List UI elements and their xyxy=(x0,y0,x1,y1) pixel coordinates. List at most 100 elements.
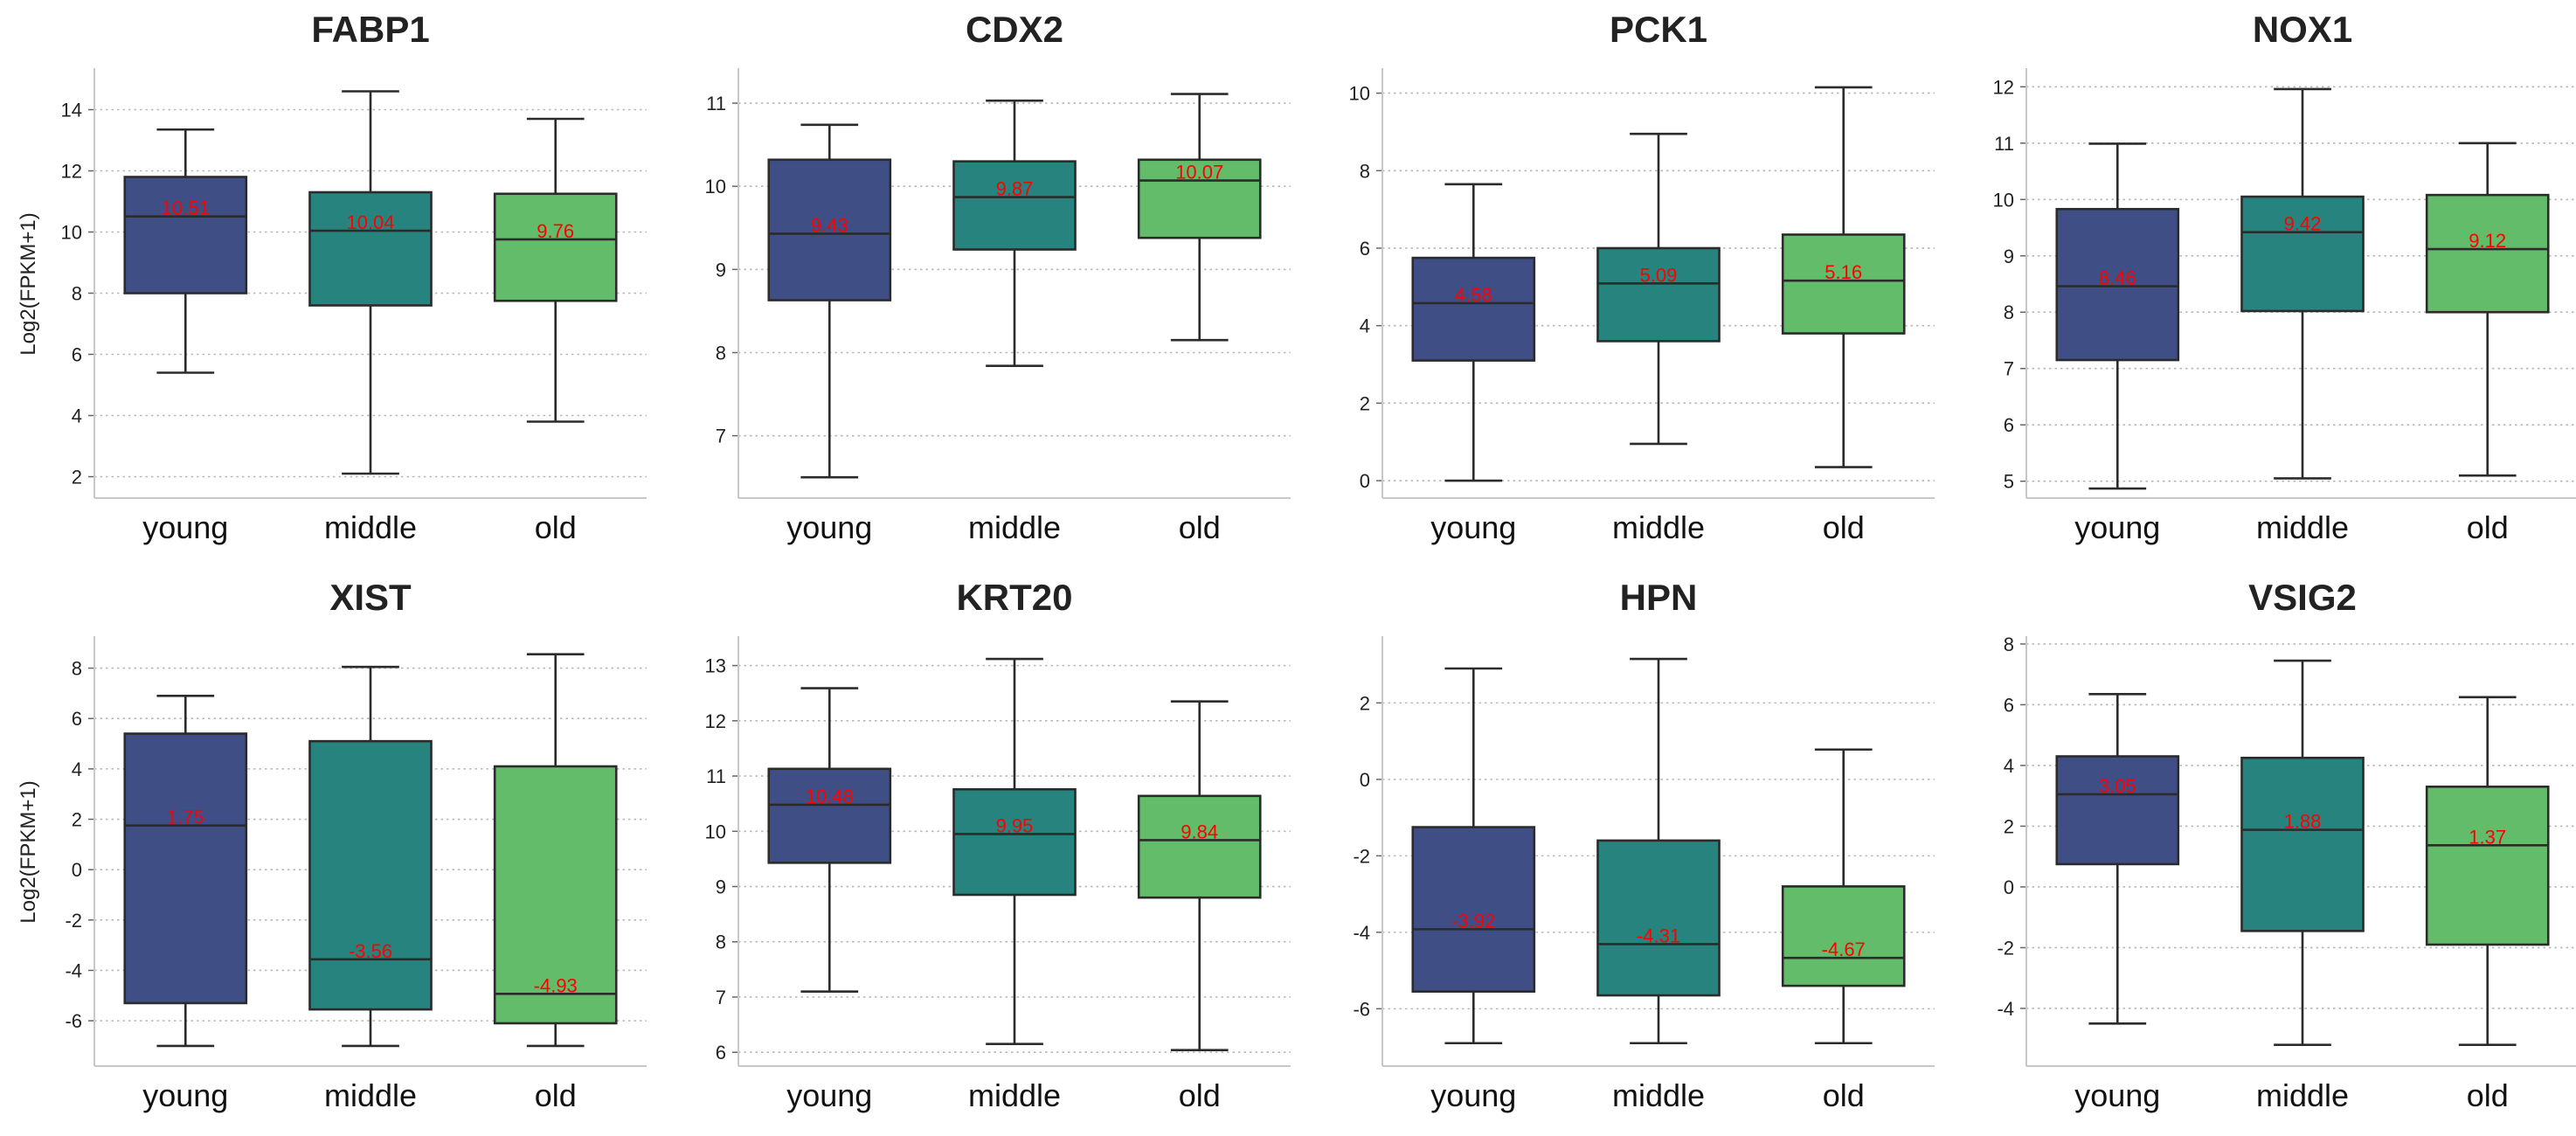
box-body xyxy=(1781,233,1906,335)
y-axis-label: Log2(FPKM+1) xyxy=(17,212,40,355)
chart-title: FABP1 xyxy=(311,9,429,50)
x-category-label: young xyxy=(2074,509,2160,545)
chart-title: NOX1 xyxy=(2253,9,2352,50)
box-middle: 9.95 xyxy=(952,657,1077,1046)
x-category-label: old xyxy=(1179,509,1221,545)
y-tick-label: 0 xyxy=(1360,470,1370,492)
y-tick-label: 8 xyxy=(72,283,82,305)
median-label: -4.67 xyxy=(1822,939,1866,960)
y-tick-label: 2 xyxy=(72,809,82,831)
box-old: 5.16 xyxy=(1781,86,1906,468)
chart-svg-hpn: HPN -6 -4 -2 0 2 -3.92 young -4.31 middle -4.67 old xyxy=(1353,577,1935,1113)
box-body xyxy=(767,767,892,864)
x-category-label: old xyxy=(2467,1077,2509,1113)
box-old: 9.84 xyxy=(1137,700,1262,1051)
box-middle: 5.09 xyxy=(1596,132,1721,446)
x-category-label: young xyxy=(1430,1077,1516,1113)
median-label: -4.93 xyxy=(534,974,578,996)
box-young: 3.05 xyxy=(2055,692,2180,1025)
x-category-label: young xyxy=(786,1077,872,1113)
median-label: 5.09 xyxy=(1640,264,1678,286)
x-category-label: middle xyxy=(1612,509,1705,545)
box-body xyxy=(123,732,248,1005)
y-tick-label: 4 xyxy=(72,405,82,427)
median-label: 1.88 xyxy=(2284,811,2322,833)
y-tick-label: 11 xyxy=(706,765,726,787)
median-label: 4.58 xyxy=(1455,284,1492,306)
y-tick-label: 8 xyxy=(2004,634,2014,655)
y-tick-label: 6 xyxy=(2004,414,2014,436)
x-category-label: old xyxy=(535,509,577,545)
y-tick-label: 10 xyxy=(705,821,726,842)
box-body xyxy=(2425,193,2550,314)
chart-panel-vsig2: VSIG2 -4 -2 0 2 4 6 8 3.05 young 1.88 middle 1.37 old xyxy=(1932,568,2576,1136)
box-body xyxy=(2425,785,2550,946)
y-tick-label: -4 xyxy=(1997,998,2014,1020)
y-tick-label: 2 xyxy=(1360,392,1370,414)
box-middle: 10.04 xyxy=(308,90,433,475)
chart-svg-fabp1: FABP1 2 4 6 8 10 12 14 Log2(FPKM+1) 10.51 young 10.… xyxy=(17,9,647,545)
y-tick-label: -2 xyxy=(65,910,82,932)
box-body xyxy=(1596,839,1721,997)
y-tick-label: 0 xyxy=(2004,876,2014,898)
box-middle: 9.87 xyxy=(952,99,1077,368)
y-tick-label: -2 xyxy=(1353,845,1370,867)
y-tick-label: 8 xyxy=(2004,301,2014,323)
median-label: -3.56 xyxy=(349,940,392,962)
median-label: 1.75 xyxy=(167,807,204,828)
chart-panel-pck1: PCK1 0 2 4 6 8 10 4.58 young 5.09 middle 5.16 old xyxy=(1288,0,1935,568)
median-label: 9.43 xyxy=(811,214,848,236)
chart-title: VSIG2 xyxy=(2248,577,2357,618)
box-young: 10.51 xyxy=(123,128,248,374)
y-tick-label: 9 xyxy=(716,876,726,898)
y-tick-label: 8 xyxy=(72,658,82,680)
median-label: 5.16 xyxy=(1825,261,1862,283)
y-tick-label: 2 xyxy=(1360,692,1370,714)
y-tick-label: 10 xyxy=(1349,83,1370,105)
chart-panel-cdx2: CDX2 7 8 9 10 11 9.43 young 9.87 middle 10.07 old xyxy=(644,0,1291,568)
y-tick-label: 12 xyxy=(61,161,82,183)
chart-svg-nox1: NOX1 5 6 7 8 9 10 11 12 8.46 young 9.42 middle 9.12 ol… xyxy=(1993,9,2576,545)
y-tick-label: 7 xyxy=(2004,358,2014,380)
y-tick-label: 6 xyxy=(716,1042,726,1063)
y-tick-label: -6 xyxy=(65,1010,82,1032)
y-tick-label: -6 xyxy=(1353,998,1370,1020)
median-label: -4.31 xyxy=(1637,925,1680,946)
box-body xyxy=(952,787,1077,897)
chart-title: HPN xyxy=(1620,577,1698,618)
box-middle: 1.88 xyxy=(2240,659,2365,1046)
box-young: 10.48 xyxy=(767,687,892,993)
y-tick-label: 4 xyxy=(2004,755,2014,777)
box-old: 1.37 xyxy=(2425,696,2550,1046)
y-tick-label: 9 xyxy=(2004,246,2014,267)
y-tick-label: 10 xyxy=(705,176,726,197)
box-middle: -3.56 xyxy=(308,665,433,1048)
box-body xyxy=(493,765,618,1025)
y-axis-label: Log2(FPKM+1) xyxy=(17,780,40,923)
chart-panel-hpn: HPN -6 -4 -2 0 2 -3.92 young -4.31 middle -4.67 old xyxy=(1288,568,1935,1136)
median-label: 1.37 xyxy=(2469,826,2506,848)
box-young: -3.92 xyxy=(1411,667,1536,1045)
y-tick-label: 7 xyxy=(716,426,726,447)
y-tick-label: 7 xyxy=(716,987,726,1008)
x-category-label: middle xyxy=(2256,509,2349,545)
median-label: 9.76 xyxy=(537,220,574,242)
box-body xyxy=(308,190,433,307)
box-body xyxy=(1137,158,1262,239)
chart-title: KRT20 xyxy=(956,577,1072,618)
box-body xyxy=(767,158,892,301)
y-tick-label: 12 xyxy=(1993,76,2014,98)
x-category-label: old xyxy=(1823,509,1865,545)
y-tick-label: -4 xyxy=(1353,922,1370,944)
chart-svg-krt20: KRT20 6 7 8 9 10 11 12 13 10.48 young 9.95 middle 9.8… xyxy=(705,577,1291,1113)
y-tick-label: 0 xyxy=(72,859,82,881)
chart-panel-nox1: NOX1 5 6 7 8 9 10 11 12 8.46 young 9.42 middle 9.12 ol… xyxy=(1932,0,2576,568)
y-tick-label: 12 xyxy=(705,710,726,732)
y-tick-label: -2 xyxy=(1997,937,2014,959)
x-category-label: young xyxy=(786,509,872,545)
median-label: 8.46 xyxy=(2099,267,2136,289)
y-tick-label: 0 xyxy=(1360,769,1370,791)
chart-svg-pck1: PCK1 0 2 4 6 8 10 4.58 young 5.09 middle 5.16 old xyxy=(1349,9,1935,545)
box-body xyxy=(493,192,618,302)
chart-svg-vsig2: VSIG2 -4 -2 0 2 4 6 8 3.05 young 1.88 middle 1.37 old xyxy=(1997,577,2576,1113)
